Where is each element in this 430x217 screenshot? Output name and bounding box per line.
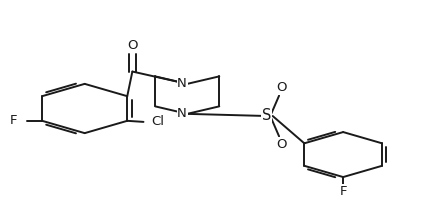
Text: F: F: [9, 114, 17, 127]
Text: O: O: [276, 81, 286, 94]
Text: N: N: [177, 107, 187, 120]
Text: S: S: [261, 108, 271, 123]
Text: N: N: [177, 77, 187, 90]
Text: Cl: Cl: [151, 115, 165, 128]
Text: O: O: [276, 138, 286, 151]
Text: O: O: [127, 39, 138, 52]
Text: F: F: [339, 185, 347, 198]
